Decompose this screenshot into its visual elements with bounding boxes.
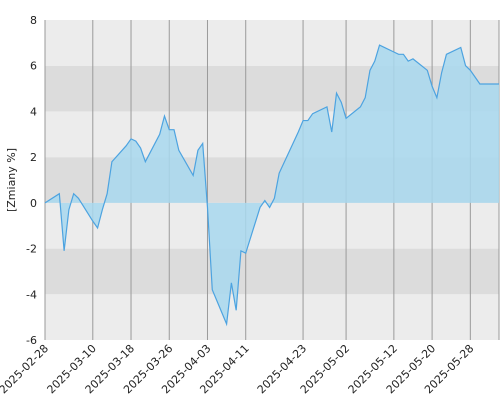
series-area	[45, 45, 499, 324]
x-axis-ticks: 2025-02-282025-03-102025-03-182025-03-26…	[0, 342, 476, 396]
y-tick-label: -2	[26, 243, 37, 256]
line-layer	[44, 44, 499, 327]
y-axis-ticks: 8 6 4 2 0 -2 -4 -6	[26, 14, 37, 347]
y-tick-label: 2	[30, 151, 37, 164]
band	[45, 202, 499, 249]
band	[45, 20, 499, 66]
y-tick-label: 6	[30, 60, 37, 73]
y-axis-title: [Zmiany %]	[5, 148, 18, 212]
y-tick-label: 4	[30, 105, 37, 118]
area-layer	[45, 45, 499, 324]
band	[45, 294, 499, 340]
y-tick-label: -4	[26, 288, 37, 301]
x-tick-label: 2025-02-28	[0, 342, 51, 396]
band	[45, 248, 499, 295]
y-tick-label: -6	[26, 334, 37, 347]
y-tick-label: 8	[30, 14, 37, 27]
y-tick-label: 0	[30, 197, 37, 210]
series-line	[44, 44, 499, 327]
